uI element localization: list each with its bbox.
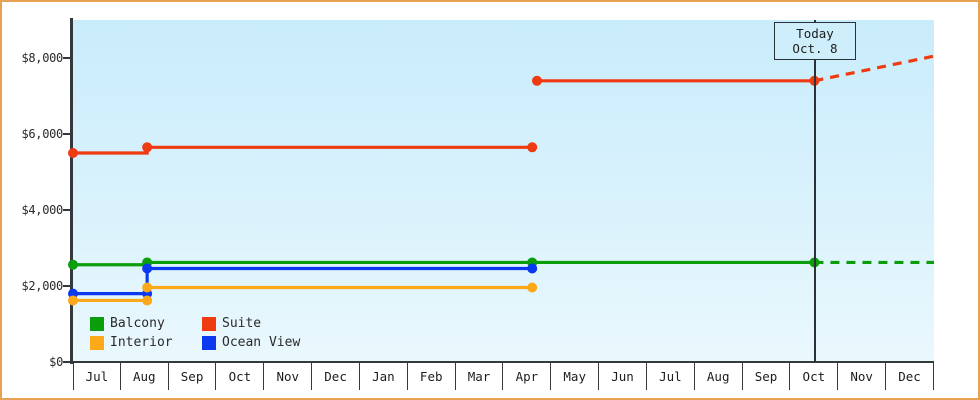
x-axis-month-cell[interactable]: Dec [312, 363, 360, 390]
y-axis-tick [63, 361, 71, 363]
legend-item-balcony[interactable]: Balcony [90, 314, 198, 333]
plot-area [73, 20, 934, 362]
chart-legend: Balcony Suite Interior Ocean View [90, 314, 300, 352]
x-axis-month-strip: Jul Aug Sep Oct Nov Dec Jan Feb Mar Apr May Jun Jul A… [73, 363, 934, 390]
y-axis-label: $2,000 [21, 279, 63, 293]
y-axis-tick [63, 57, 71, 59]
legend-item-interior[interactable]: Interior [90, 333, 198, 352]
today-callout-box: Today Oct. 8 [774, 22, 856, 60]
y-axis-label: $8,000 [21, 51, 63, 65]
legend-color-swatch [90, 316, 104, 331]
x-axis-month-cell[interactable]: Jul [646, 363, 695, 390]
legend-item-label: Suite [222, 316, 262, 331]
x-axis-month-cell[interactable]: Nov [838, 363, 887, 390]
x-axis-month-cell[interactable]: Jun [599, 363, 647, 390]
x-axis-month-cell[interactable]: Nov [264, 363, 313, 390]
x-axis-month-cell[interactable]: Aug [694, 363, 743, 390]
legend-item-suite[interactable]: Suite [202, 314, 300, 333]
today-label-line1: Today [796, 26, 834, 41]
x-axis-month-cell[interactable]: Mar [455, 363, 504, 390]
y-axis-line [70, 18, 73, 364]
x-axis-month-cell[interactable]: Jul [73, 363, 121, 390]
y-axis-tick [63, 285, 71, 287]
x-axis-month-cell[interactable]: Oct [216, 363, 265, 390]
x-axis-month-cell[interactable]: Aug [120, 363, 169, 390]
x-axis-month-cell[interactable]: Jan [359, 363, 408, 390]
x-axis-line [70, 361, 934, 363]
y-axis-label: $0 [49, 355, 63, 369]
x-axis-month-cell[interactable]: Oct [790, 363, 839, 390]
legend-item-ocean-view[interactable]: Ocean View [202, 333, 300, 352]
today-vertical-line [814, 20, 816, 362]
legend-item-label: Balcony [110, 316, 165, 331]
y-axis-tick [63, 133, 71, 135]
y-axis-label: $4,000 [21, 203, 63, 217]
legend-item-label: Interior [110, 335, 173, 350]
legend-color-swatch [90, 335, 104, 350]
x-axis-month-cell[interactable]: May [551, 363, 600, 390]
x-axis-month-cell[interactable]: Sep [742, 363, 791, 390]
y-axis-label: $6,000 [21, 127, 63, 141]
x-axis-month-cell[interactable]: Apr [503, 363, 552, 390]
legend-color-swatch [202, 335, 216, 350]
today-label-line2: Oct. 8 [792, 41, 838, 56]
x-axis-month-cell[interactable]: Feb [407, 363, 456, 390]
x-axis-month-cell[interactable]: Sep [168, 363, 217, 390]
y-axis-tick [63, 209, 71, 211]
legend-color-swatch [202, 316, 216, 331]
x-axis-month-cell[interactable]: Dec [886, 363, 934, 390]
legend-item-label: Ocean View [222, 335, 301, 350]
